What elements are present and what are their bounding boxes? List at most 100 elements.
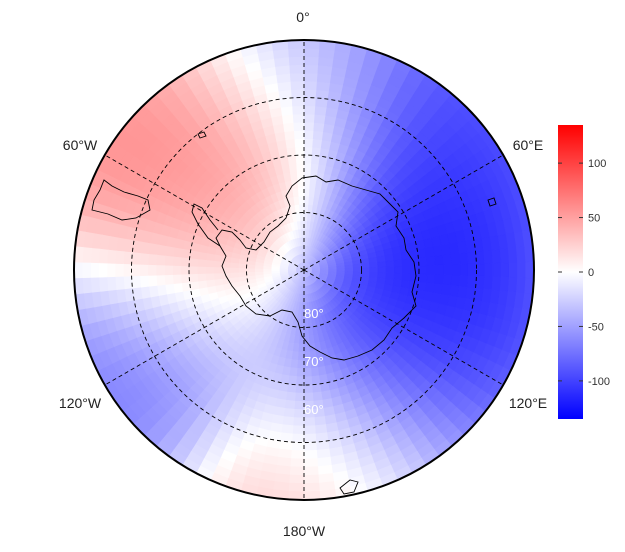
- field-cell: [303, 474, 320, 484]
- field-cell: [81, 277, 92, 294]
- field-cell: [280, 105, 294, 116]
- anomaly-field: [74, 40, 534, 500]
- field-cell: [205, 266, 214, 274]
- field-cell: [295, 384, 305, 394]
- field-cell: [377, 261, 387, 268]
- graticule-lon-60: [303, 154, 504, 271]
- field-cell: [303, 64, 319, 74]
- field-cell: [287, 154, 297, 165]
- field-cell: [289, 466, 305, 476]
- field-cell: [197, 265, 206, 275]
- field-cell: [288, 56, 305, 66]
- field-cell: [181, 281, 192, 292]
- field-cell: [484, 263, 494, 277]
- field-cell: [147, 253, 158, 266]
- field-cell: [172, 246, 184, 258]
- field-cell: [188, 273, 199, 283]
- field-cell: [303, 367, 312, 378]
- field-cell: [400, 251, 411, 261]
- field-cell: [296, 162, 305, 173]
- field-cell: [313, 122, 325, 133]
- kerguelen: [487, 197, 497, 207]
- field-cell: [303, 376, 313, 386]
- field-cell: [285, 138, 296, 149]
- field-cell: [360, 262, 371, 269]
- field-cell: [293, 195, 300, 206]
- field-cell: [313, 113, 327, 124]
- field-cell: [303, 417, 316, 427]
- lat-label-80: 80°: [304, 306, 324, 321]
- field-cell: [292, 187, 300, 198]
- field-cell: [451, 264, 461, 276]
- field-cell: [205, 272, 215, 281]
- field-cell: [287, 375, 297, 386]
- field-cell: [303, 121, 315, 132]
- south-georgia: [197, 131, 207, 139]
- field-cell: [123, 250, 133, 265]
- field-cell: [114, 275, 125, 291]
- field-cell: [361, 267, 371, 273]
- field-cell: [180, 273, 190, 284]
- field-cell: [289, 64, 305, 74]
- field-cell: [303, 72, 319, 82]
- field-cell: [172, 265, 182, 275]
- field-cell: [313, 416, 327, 427]
- field-cell: [114, 249, 125, 265]
- field-cell: [172, 282, 184, 294]
- field-cell: [278, 440, 293, 451]
- field-cell: [246, 267, 255, 273]
- field-cell: [155, 264, 165, 276]
- field-cell: [196, 258, 207, 267]
- field-cell: [491, 249, 502, 264]
- field-cell: [254, 271, 264, 276]
- field-cell: [164, 255, 174, 266]
- field-cell: [303, 88, 317, 99]
- field-cell: [303, 449, 318, 460]
- south-america-tip: [91, 179, 151, 221]
- field-cell: [303, 47, 320, 58]
- field-cell: [467, 263, 477, 277]
- field-cell: [147, 264, 157, 276]
- field-cell: [299, 203, 305, 213]
- field-cell: [229, 271, 239, 279]
- field-cell: [312, 130, 324, 141]
- field-cell: [303, 154, 313, 164]
- lon-label-180w: 180°W: [283, 523, 326, 539]
- field-cell: [352, 263, 362, 269]
- field-cell: [286, 146, 297, 157]
- field-cell: [418, 265, 428, 275]
- field-cell: [293, 408, 305, 419]
- field-cell: [377, 266, 387, 274]
- field-cell: [303, 433, 317, 443]
- field-cell: [475, 250, 485, 265]
- field-cell: [296, 367, 305, 378]
- lon-label-60e: 60°E: [513, 137, 544, 153]
- field-cell: [284, 399, 296, 410]
- field-cell: [90, 247, 101, 264]
- field-cell: [180, 256, 190, 267]
- field-cell: [139, 263, 149, 277]
- field-cell: [303, 146, 313, 156]
- colorbar: 100 50 0 -50 -100: [558, 125, 610, 419]
- field-cell: [295, 154, 305, 164]
- field-cell: [292, 425, 305, 435]
- field-cell: [131, 251, 141, 265]
- field-cell: [123, 263, 132, 277]
- field-cell: [418, 273, 428, 284]
- field-cell: [288, 482, 305, 493]
- field-cell: [450, 253, 461, 266]
- field-cell: [303, 327, 309, 337]
- lon-label-0: 0°: [296, 9, 309, 25]
- field-cell: [131, 263, 141, 277]
- field-cell: [213, 272, 223, 280]
- field-cell: [279, 432, 293, 443]
- field-cell: [393, 266, 403, 274]
- field-cell: [426, 265, 436, 275]
- field-cell: [300, 220, 305, 230]
- field-cell: [492, 262, 502, 278]
- field-cell: [416, 248, 427, 259]
- field-cell: [106, 276, 117, 291]
- graticule-lon-120: [303, 269, 504, 386]
- field-cell: [303, 56, 320, 66]
